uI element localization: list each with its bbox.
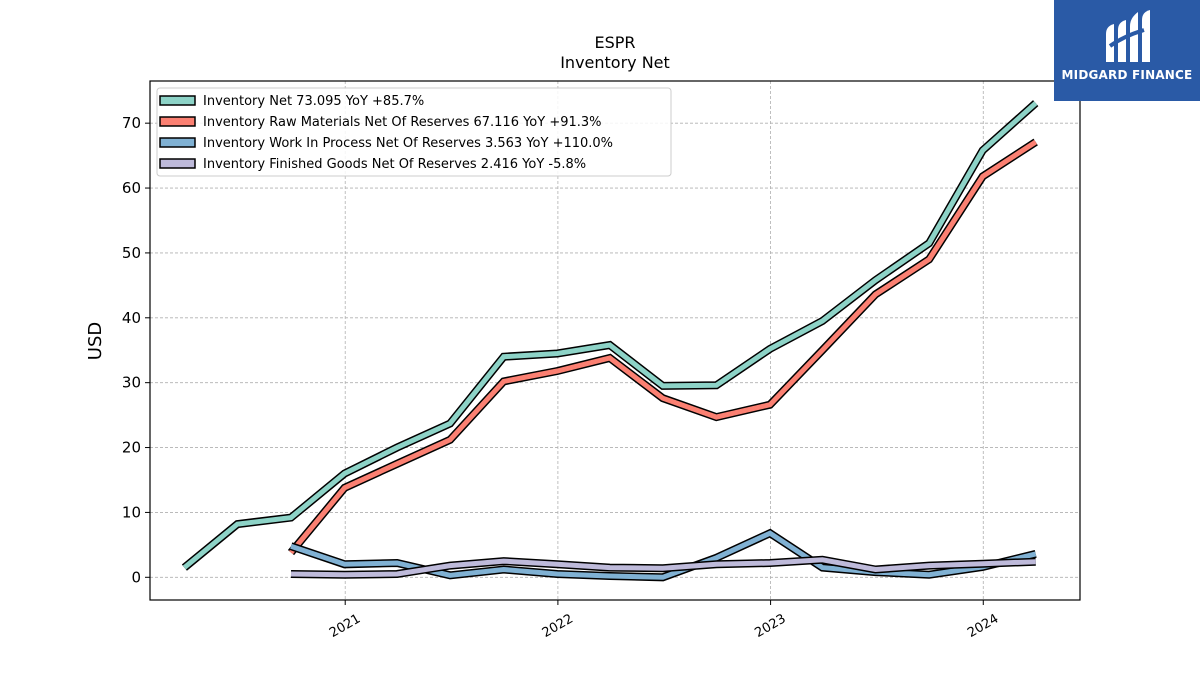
grid	[150, 81, 1080, 600]
chart-subtitle: Inventory Net	[560, 53, 670, 72]
legend-label-1: Inventory Net 73.095 YoY +85.7%	[203, 94, 424, 109]
legend-swatch-4	[159, 158, 196, 169]
logo-icon	[1106, 10, 1150, 62]
legend-swatch-1	[159, 95, 196, 106]
x-tick-label: 2024	[965, 611, 1001, 641]
series-2-line	[289, 139, 1038, 555]
y-tick-label: 70	[122, 114, 141, 132]
y-tick-label: 0	[131, 568, 141, 586]
x-tick-label: 2022	[540, 611, 576, 641]
legend-swatch-3	[159, 137, 196, 148]
legend-label-4: Inventory Finished Goods Net Of Reserves…	[203, 157, 586, 172]
y-tick-label: 50	[122, 244, 141, 262]
series-1-line	[182, 101, 1038, 570]
y-tick-label: 30	[122, 374, 141, 392]
x-tick-label: 2021	[327, 611, 363, 641]
legend-label-2: Inventory Raw Materials Net Of Reserves …	[203, 115, 602, 130]
y-tick-label: 10	[122, 503, 141, 521]
y-tick-label: 20	[122, 439, 141, 457]
y-axis-label: USD	[85, 322, 106, 360]
series-3-line	[290, 530, 1037, 580]
y-tick-label: 60	[122, 179, 141, 197]
legend: Inventory Net 73.095 YoY +85.7% Inventory…	[156, 87, 672, 177]
legend-box	[156, 87, 672, 177]
legend-swatch-2	[159, 116, 196, 127]
legend-label-3: Inventory Work In Process Net Of Reserve…	[203, 136, 613, 151]
midgard-finance-logo: MIDGARD FINANCE	[1054, 0, 1200, 101]
chart-title: ESPR	[594, 33, 635, 52]
series-4-line	[290, 557, 1036, 578]
logo-text: MIDGARD FINANCE	[1061, 68, 1193, 82]
y-tick-label: 40	[122, 309, 141, 327]
plot-frame	[149, 80, 1081, 601]
x-tick-label: 2023	[752, 611, 788, 641]
series-2-outline	[287, 138, 1038, 556]
series-layer	[181, 100, 1039, 582]
